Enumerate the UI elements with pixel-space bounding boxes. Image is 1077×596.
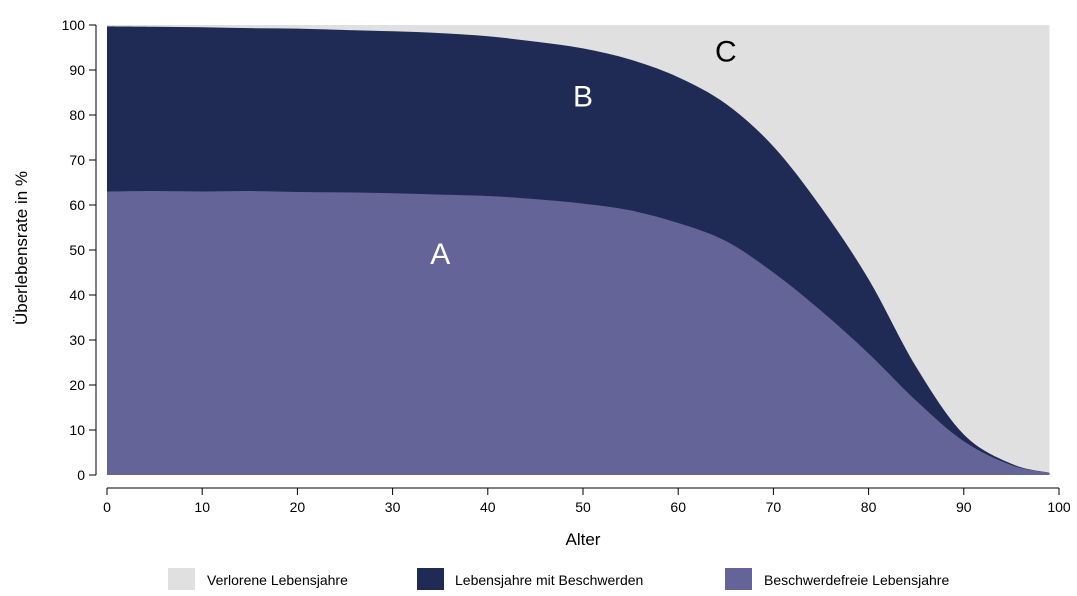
region-label-a: A	[430, 238, 450, 271]
x-tick-label: 90	[956, 499, 972, 515]
legend-swatch-verlorene-lebensjahre	[168, 568, 195, 590]
x-tick-label: 30	[385, 499, 401, 515]
y-tick-label: 80	[69, 107, 85, 123]
plot-area: A B C	[107, 25, 1050, 475]
y-tick-label: 50	[69, 242, 85, 258]
y-axis-title: Überlebensrate in %	[12, 171, 31, 325]
region-label-c: C	[715, 36, 737, 69]
y-tick-label: 30	[69, 332, 85, 348]
x-tick-label: 0	[103, 499, 111, 515]
legend-swatch-lebensjahre-mit-beschwerden	[417, 568, 444, 590]
y-tick-label: 60	[69, 197, 85, 213]
x-tick-label: 50	[575, 499, 591, 515]
x-tick-label: 100	[1047, 499, 1071, 515]
y-tick-label: 10	[69, 422, 85, 438]
axes: Überlebensrate in % Alter 0 10 20 30 40 50 60 7…	[12, 17, 1071, 549]
y-tick-label: 100	[62, 17, 86, 33]
x-tick-label: 60	[670, 499, 686, 515]
x-tick-label: 80	[861, 499, 877, 515]
region-label-b: B	[573, 81, 593, 114]
y-tick-label: 70	[69, 152, 85, 168]
y-tick-label: 0	[77, 467, 85, 483]
y-tick-label: 20	[69, 377, 85, 393]
legend-label-verlorene-lebensjahre: Verlorene Lebensjahre	[207, 572, 348, 588]
x-axis-title: Alter	[566, 530, 601, 549]
y-tick-label: 90	[69, 62, 85, 78]
y-tick-label: 40	[69, 287, 85, 303]
x-tick-label: 20	[290, 499, 306, 515]
x-tick-label: 70	[766, 499, 782, 515]
legend-label-lebensjahre-mit-beschwerden: Lebensjahre mit Beschwerden	[455, 572, 643, 588]
legend: Verlorene Lebensjahre Lebensjahre mit Bes…	[168, 568, 949, 590]
area-beschwerdefreie-lebensjahre	[107, 191, 1050, 475]
x-tick-label: 40	[480, 499, 496, 515]
legend-swatch-beschwerdefreie-lebensjahre	[725, 568, 752, 590]
x-tick-label: 10	[194, 499, 210, 515]
legend-label-beschwerdefreie-lebensjahre: Beschwerdefreie Lebensjahre	[764, 572, 949, 588]
